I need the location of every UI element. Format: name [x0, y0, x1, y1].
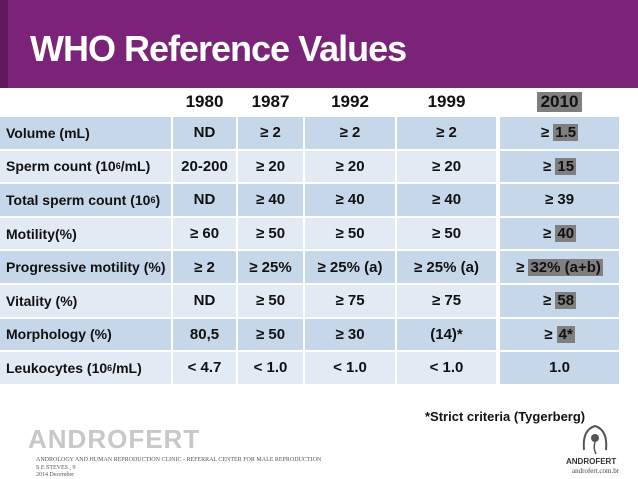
cell-2010: ≥ 40	[500, 217, 619, 250]
row-label-superscript: 6	[115, 161, 121, 172]
table-cell: ≥ 2	[397, 117, 496, 149]
row-label: Total sperm count (10 6)	[0, 184, 171, 216]
slide-title: WHO Reference Values	[30, 28, 407, 69]
footer-brand: ANDROFERT	[566, 457, 617, 466]
row-label-text: Total sperm count (10	[6, 191, 151, 208]
cell-2010: ≥ 15	[500, 150, 619, 183]
row-label-text: Motility(%)	[6, 225, 77, 242]
row-label-superscript: 6	[150, 194, 156, 205]
year-header: 1999	[397, 89, 496, 115]
table-cell: 20-200	[173, 150, 236, 183]
year-header-2010: 2010	[500, 89, 619, 115]
banner-accent-strip	[0, 0, 8, 88]
cell-2010: ≥ 1.5	[500, 117, 619, 149]
row-label-suffix: /mL)	[120, 158, 151, 175]
table-cell: ND	[173, 117, 236, 149]
table-cell: ≥ 50	[397, 217, 496, 250]
cell-2010: ≥ 4*	[500, 318, 619, 351]
row-label-suffix: /mL)	[112, 359, 142, 376]
table-cell: ≥ 75	[305, 285, 395, 317]
table-cell: ≥ 20	[397, 150, 496, 183]
row-label: Progressive motility (%)	[0, 251, 171, 283]
year-header: 1992	[305, 89, 395, 115]
cell-2010: ≥ 32% (a+b)	[500, 251, 619, 283]
cell-2010-value: 1.5	[553, 124, 579, 142]
cell-2010-value: 4*	[556, 325, 575, 343]
table-cell: ≥ 60	[173, 217, 236, 250]
cell-2010-value: 15	[555, 157, 577, 175]
footer-watermark: ANDROFERT	[28, 424, 201, 454]
cell-2010-prefix: ≥	[540, 124, 554, 142]
footer-line-2: S E STEVES , 9	[36, 465, 76, 471]
table-cell: ≥ 2	[238, 117, 303, 149]
footer	[0, 430, 638, 479]
row-label-text: Leukocytes (10	[6, 359, 108, 376]
table-cell: < 1.0	[305, 352, 395, 384]
table-cell: ≥ 25% (a)	[397, 251, 496, 283]
cell-2010-value: 58	[555, 292, 577, 310]
footer-line-1: ANDROLOGY AND HUMAN REPRODUCTION CLINIC …	[36, 457, 322, 463]
row-label: Morphology (%)	[0, 318, 171, 351]
row-label-text: Progressive motility (%)	[6, 259, 166, 276]
row-label: Vitality (%)	[0, 285, 171, 317]
title-banner: WHO Reference Values	[0, 0, 638, 88]
table-cell: ≥ 20	[305, 150, 395, 183]
footer-site: androfert.com.br	[572, 467, 620, 475]
table-cell: ≥ 50	[305, 217, 395, 250]
cell-2010-value: 39	[557, 191, 575, 209]
table-cell: < 1.0	[238, 352, 303, 384]
cell-2010: 1.0	[500, 352, 619, 384]
table-cell: ≥ 40	[305, 184, 395, 216]
row-label-text: Morphology (%)	[6, 326, 112, 343]
table-cell: ≥ 25% (a)	[305, 251, 395, 283]
row-label-text: Vitality (%)	[6, 292, 78, 309]
row-label: Sperm count (10 6/mL)	[0, 150, 171, 183]
table-cell: ≥ 2	[173, 251, 236, 283]
year-header: 1987	[238, 89, 303, 115]
table-cell: ≥ 50	[238, 318, 303, 351]
table-cell: ≥ 40	[238, 184, 303, 216]
table-cell: 80,5	[173, 318, 236, 351]
cell-2010-prefix: ≥	[542, 157, 556, 175]
table-cell: ≥ 50	[238, 217, 303, 250]
table-cell: ND	[173, 285, 236, 317]
row-label-text: Volume (mL)	[6, 124, 90, 141]
row-label: Volume (mL)	[0, 117, 171, 149]
strict-criteria-note: *Strict criteria (Tygerberg)	[425, 409, 586, 424]
table-cell: (14)*	[397, 318, 496, 351]
row-label-superscript: 6	[107, 362, 113, 373]
table-cell: ≥ 25%	[238, 251, 303, 283]
cell-2010-value: 1.0	[549, 359, 570, 377]
table-cell: ≥ 40	[397, 184, 496, 216]
cell-2010-prefix: ≥	[542, 225, 556, 243]
row-label-suffix: )	[155, 191, 161, 208]
table-cell: ≥ 20	[238, 150, 303, 183]
row-label: Leukocytes (10 6/mL)	[0, 352, 171, 384]
row-label: Motility(%)	[0, 217, 171, 250]
table-cell: < 1.0	[397, 352, 496, 384]
footer-line-3: 2014 December	[36, 472, 75, 478]
cell-2010: ≥ 58	[500, 285, 619, 317]
cell-2010-prefix: ≥	[516, 258, 529, 276]
sperm-logo-icon	[582, 424, 608, 455]
table-cell: ≥ 75	[397, 285, 496, 317]
table-cell: ≥ 2	[305, 117, 395, 149]
cell-2010-prefix: ≥	[542, 292, 556, 310]
cell-2010-prefix: ≥	[544, 325, 557, 343]
cell-2010-value: 32% (a+b)	[528, 258, 603, 276]
table-cell: < 4.7	[173, 352, 236, 384]
row-label-text: Sperm count (10	[6, 158, 116, 175]
cell-2010: ≥ 39	[500, 184, 619, 216]
table-cell: ND	[173, 184, 236, 216]
cell-2010-value: 40	[555, 225, 577, 243]
cell-2010-prefix: ≥	[544, 191, 558, 209]
table-cell: ≥ 50	[238, 285, 303, 317]
year-2010-highlight: 2010	[536, 92, 583, 112]
table-cell: ≥ 30	[305, 318, 395, 351]
year-header: 1980	[173, 89, 236, 115]
